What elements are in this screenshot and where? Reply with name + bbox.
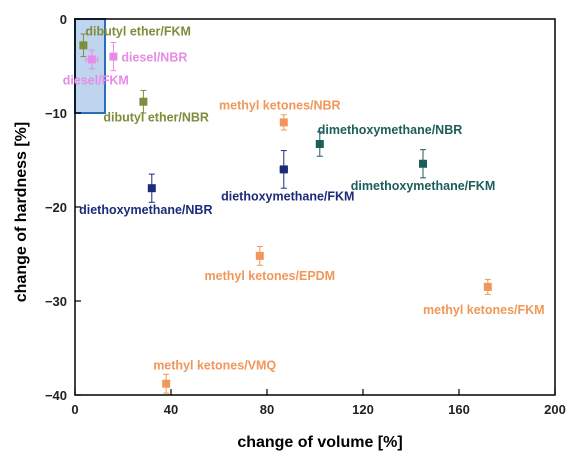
point-marker [315, 140, 324, 149]
point-label: methyl ketones/VMQ [153, 359, 276, 373]
data-point [419, 149, 427, 179]
data-point [85, 49, 99, 70]
data-point [109, 42, 118, 72]
data-point [315, 131, 324, 157]
point-marker [139, 97, 148, 106]
y-tick-label: −10 [45, 106, 67, 121]
point-marker [279, 165, 288, 174]
point-marker [483, 282, 492, 291]
point-label: diesel/FKM [63, 73, 129, 87]
x-tick-label: 200 [544, 402, 566, 417]
point-label: diesel/NBR [121, 51, 187, 65]
data-point [279, 150, 288, 189]
point-label: diethoxymethane/NBR [79, 203, 212, 217]
point-label: diethoxymethane/FKM [221, 189, 354, 203]
x-tick-label: 120 [352, 402, 374, 417]
data-point [483, 278, 492, 295]
point-marker [87, 55, 96, 64]
y-tick-label: −20 [45, 200, 67, 215]
y-axis-title: change of hardness [%] [13, 122, 30, 302]
y-tick-label: −40 [45, 388, 67, 403]
point-label: methyl ketones/EPDM [205, 269, 336, 283]
point-label: dimethoxymethane/NBR [318, 123, 462, 137]
point-marker [109, 52, 118, 61]
y-tick-label: 0 [60, 12, 67, 27]
point-marker [162, 379, 171, 388]
data-point [147, 173, 156, 203]
point-marker [79, 41, 88, 50]
point-label: methyl ketones/FKM [423, 303, 545, 317]
x-tick-label: 40 [164, 402, 178, 417]
data-point [139, 89, 148, 114]
y-tick-label: −30 [45, 294, 67, 309]
x-tick-label: 0 [71, 402, 78, 417]
point-label: dimethoxymethane/FKM [351, 179, 495, 193]
data-point [162, 373, 171, 394]
data-point [255, 245, 264, 266]
point-label: methyl ketones/NBR [219, 98, 341, 112]
x-tick-label: 160 [448, 402, 470, 417]
point-marker [419, 159, 427, 168]
point-marker [255, 251, 264, 260]
data-point [279, 114, 288, 131]
point-marker [147, 184, 156, 193]
point-label: dibutyl ether/NBR [103, 111, 209, 125]
point-label: dibutyl ether/FKM [85, 24, 191, 38]
point-marker [279, 118, 288, 127]
x-axis-title: change of volume [%] [237, 434, 402, 451]
x-tick-label: 80 [260, 402, 274, 417]
